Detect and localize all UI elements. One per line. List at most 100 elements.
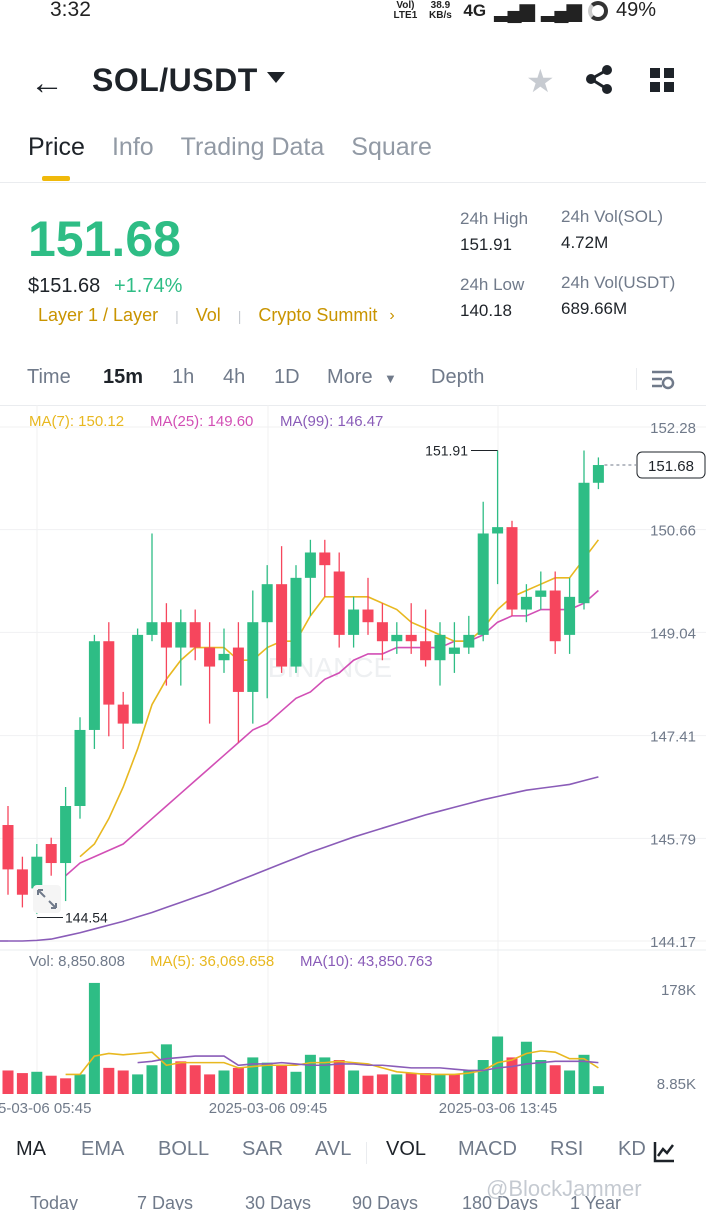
volume-bar xyxy=(276,1065,288,1094)
ma99-legend: MA(99): 146.47 xyxy=(280,413,383,430)
indicator-chart-icon[interactable] xyxy=(652,1140,676,1164)
candle-body xyxy=(74,729,86,807)
range-7days[interactable]: 7 Days xyxy=(137,1193,194,1210)
tab-trading-data[interactable]: Trading Data xyxy=(180,133,325,161)
interval-15m[interactable]: 15m xyxy=(103,366,144,388)
range-30days[interactable]: 30 Days xyxy=(245,1193,312,1210)
candle xyxy=(319,539,331,597)
status-indicators: Vol) LTE1 38.9 KB/s 4G ▂▄▆ ▂▄▆ 49% xyxy=(393,0,656,23)
volume-bar xyxy=(578,1054,590,1094)
candle xyxy=(189,609,201,661)
ma99-line xyxy=(8,776,599,942)
volume-bar xyxy=(88,982,100,1094)
candle xyxy=(304,539,316,616)
candle xyxy=(276,546,288,673)
candle xyxy=(448,622,460,673)
tag-vol[interactable]: Vol xyxy=(195,305,221,325)
candle-body xyxy=(16,869,28,895)
status-bar: 3:32 Vol) LTE1 38.9 KB/s 4G ▂▄▆ ▂▄▆ 49% xyxy=(0,0,706,36)
signal-icon-2: ▂▄▆ xyxy=(541,0,582,22)
volume-bar xyxy=(520,1041,532,1094)
indicator-sar[interactable]: SAR xyxy=(242,1138,284,1160)
volume-bar xyxy=(232,1067,244,1094)
candle-body xyxy=(117,704,129,724)
indicator-macd[interactable]: MACD xyxy=(458,1138,517,1160)
candlestick-chart[interactable]: 152.28 150.66 149.04 147.41 145.79 144.17 BINA… xyxy=(0,405,706,1115)
share-icon[interactable] xyxy=(584,64,614,94)
indicator-kd[interactable]: KD xyxy=(618,1138,646,1160)
indicator-ma[interactable]: MA xyxy=(16,1138,46,1160)
range-180days[interactable]: 180 Days xyxy=(462,1193,539,1210)
indicator-avl[interactable]: AVL xyxy=(315,1138,352,1160)
interval-more[interactable]: More xyxy=(327,366,373,388)
candle-body xyxy=(520,596,532,610)
chevron-right-icon[interactable]: › xyxy=(389,306,395,324)
volume-bar xyxy=(506,1057,518,1094)
candle-body xyxy=(463,634,475,648)
interval-depth[interactable]: Depth xyxy=(431,366,485,388)
stat-high-value: 151.91 xyxy=(460,235,512,254)
pair-dropdown-caret-icon[interactable] xyxy=(267,72,285,83)
favorite-star-icon[interactable]: ★ xyxy=(526,63,555,99)
back-arrow-icon[interactable]: ← xyxy=(30,64,64,102)
volume-bar xyxy=(434,1074,446,1094)
layout-grid-icon[interactable] xyxy=(650,68,674,92)
candle-body xyxy=(304,552,316,578)
pair-title[interactable]: SOL/USDT xyxy=(92,62,258,98)
indicator-boll[interactable]: BOLL xyxy=(158,1138,210,1160)
range-1year[interactable]: 1 Year xyxy=(570,1193,622,1210)
tab-info[interactable]: Info xyxy=(111,133,154,161)
candle-body xyxy=(578,482,590,604)
candle xyxy=(348,596,360,648)
interval-time[interactable]: Time xyxy=(27,366,71,388)
candle xyxy=(535,571,547,610)
candle xyxy=(463,615,475,654)
candle-body xyxy=(477,533,489,635)
y-tick-label: 149.04 xyxy=(650,625,696,642)
volume-bar xyxy=(247,1057,259,1094)
speed-indicator: 38.9 KB/s xyxy=(429,0,452,21)
tab-square[interactable]: Square xyxy=(351,133,432,161)
active-tab-indicator xyxy=(42,176,70,181)
more-caret-icon[interactable]: ▼ xyxy=(384,371,397,386)
tag-crypto-summit[interactable]: Crypto Summit xyxy=(258,305,378,325)
candle-body xyxy=(232,647,244,692)
interval-4h[interactable]: 4h xyxy=(223,366,246,388)
tab-price[interactable]: Price xyxy=(28,133,85,161)
volume-bar xyxy=(218,1070,230,1094)
chart-settings-icon[interactable] xyxy=(650,368,676,392)
candle xyxy=(247,590,259,724)
indicator-rsi[interactable]: RSI xyxy=(550,1138,584,1160)
volume-bar xyxy=(535,1060,547,1094)
y-tick-label: 152.28 xyxy=(650,420,696,437)
candle-body xyxy=(362,609,374,623)
status-time: 3:32 xyxy=(50,0,91,21)
volume-bar xyxy=(146,1065,158,1094)
candle-body xyxy=(2,825,14,870)
candle xyxy=(88,634,100,749)
indicator-ema[interactable]: EMA xyxy=(81,1138,125,1160)
interval-1h[interactable]: 1h xyxy=(172,366,195,388)
volume-bar xyxy=(31,1071,43,1094)
indicator-vol[interactable]: VOL xyxy=(386,1138,427,1160)
candle-body xyxy=(60,806,72,864)
range-today[interactable]: Today xyxy=(30,1193,79,1210)
tag-layer[interactable]: Layer 1 / Layer xyxy=(38,305,159,325)
candle xyxy=(492,450,504,585)
divider xyxy=(0,405,706,406)
volume-bar xyxy=(362,1075,374,1094)
candle xyxy=(146,533,158,642)
candle-body xyxy=(175,622,187,648)
candle-body xyxy=(247,622,259,692)
candle xyxy=(117,691,129,749)
range-90days[interactable]: 90 Days xyxy=(352,1193,419,1210)
stat-vol-sol-value: 4.72M xyxy=(561,233,609,252)
volume-bar xyxy=(391,1074,403,1094)
expand-icon xyxy=(33,885,61,913)
candle-body xyxy=(448,647,460,654)
candle xyxy=(376,603,388,661)
current-price-label: 151.68 xyxy=(648,458,694,475)
interval-1d[interactable]: 1D xyxy=(274,366,300,388)
expand-arrows-icon xyxy=(37,889,57,909)
volume-bar xyxy=(204,1074,216,1094)
